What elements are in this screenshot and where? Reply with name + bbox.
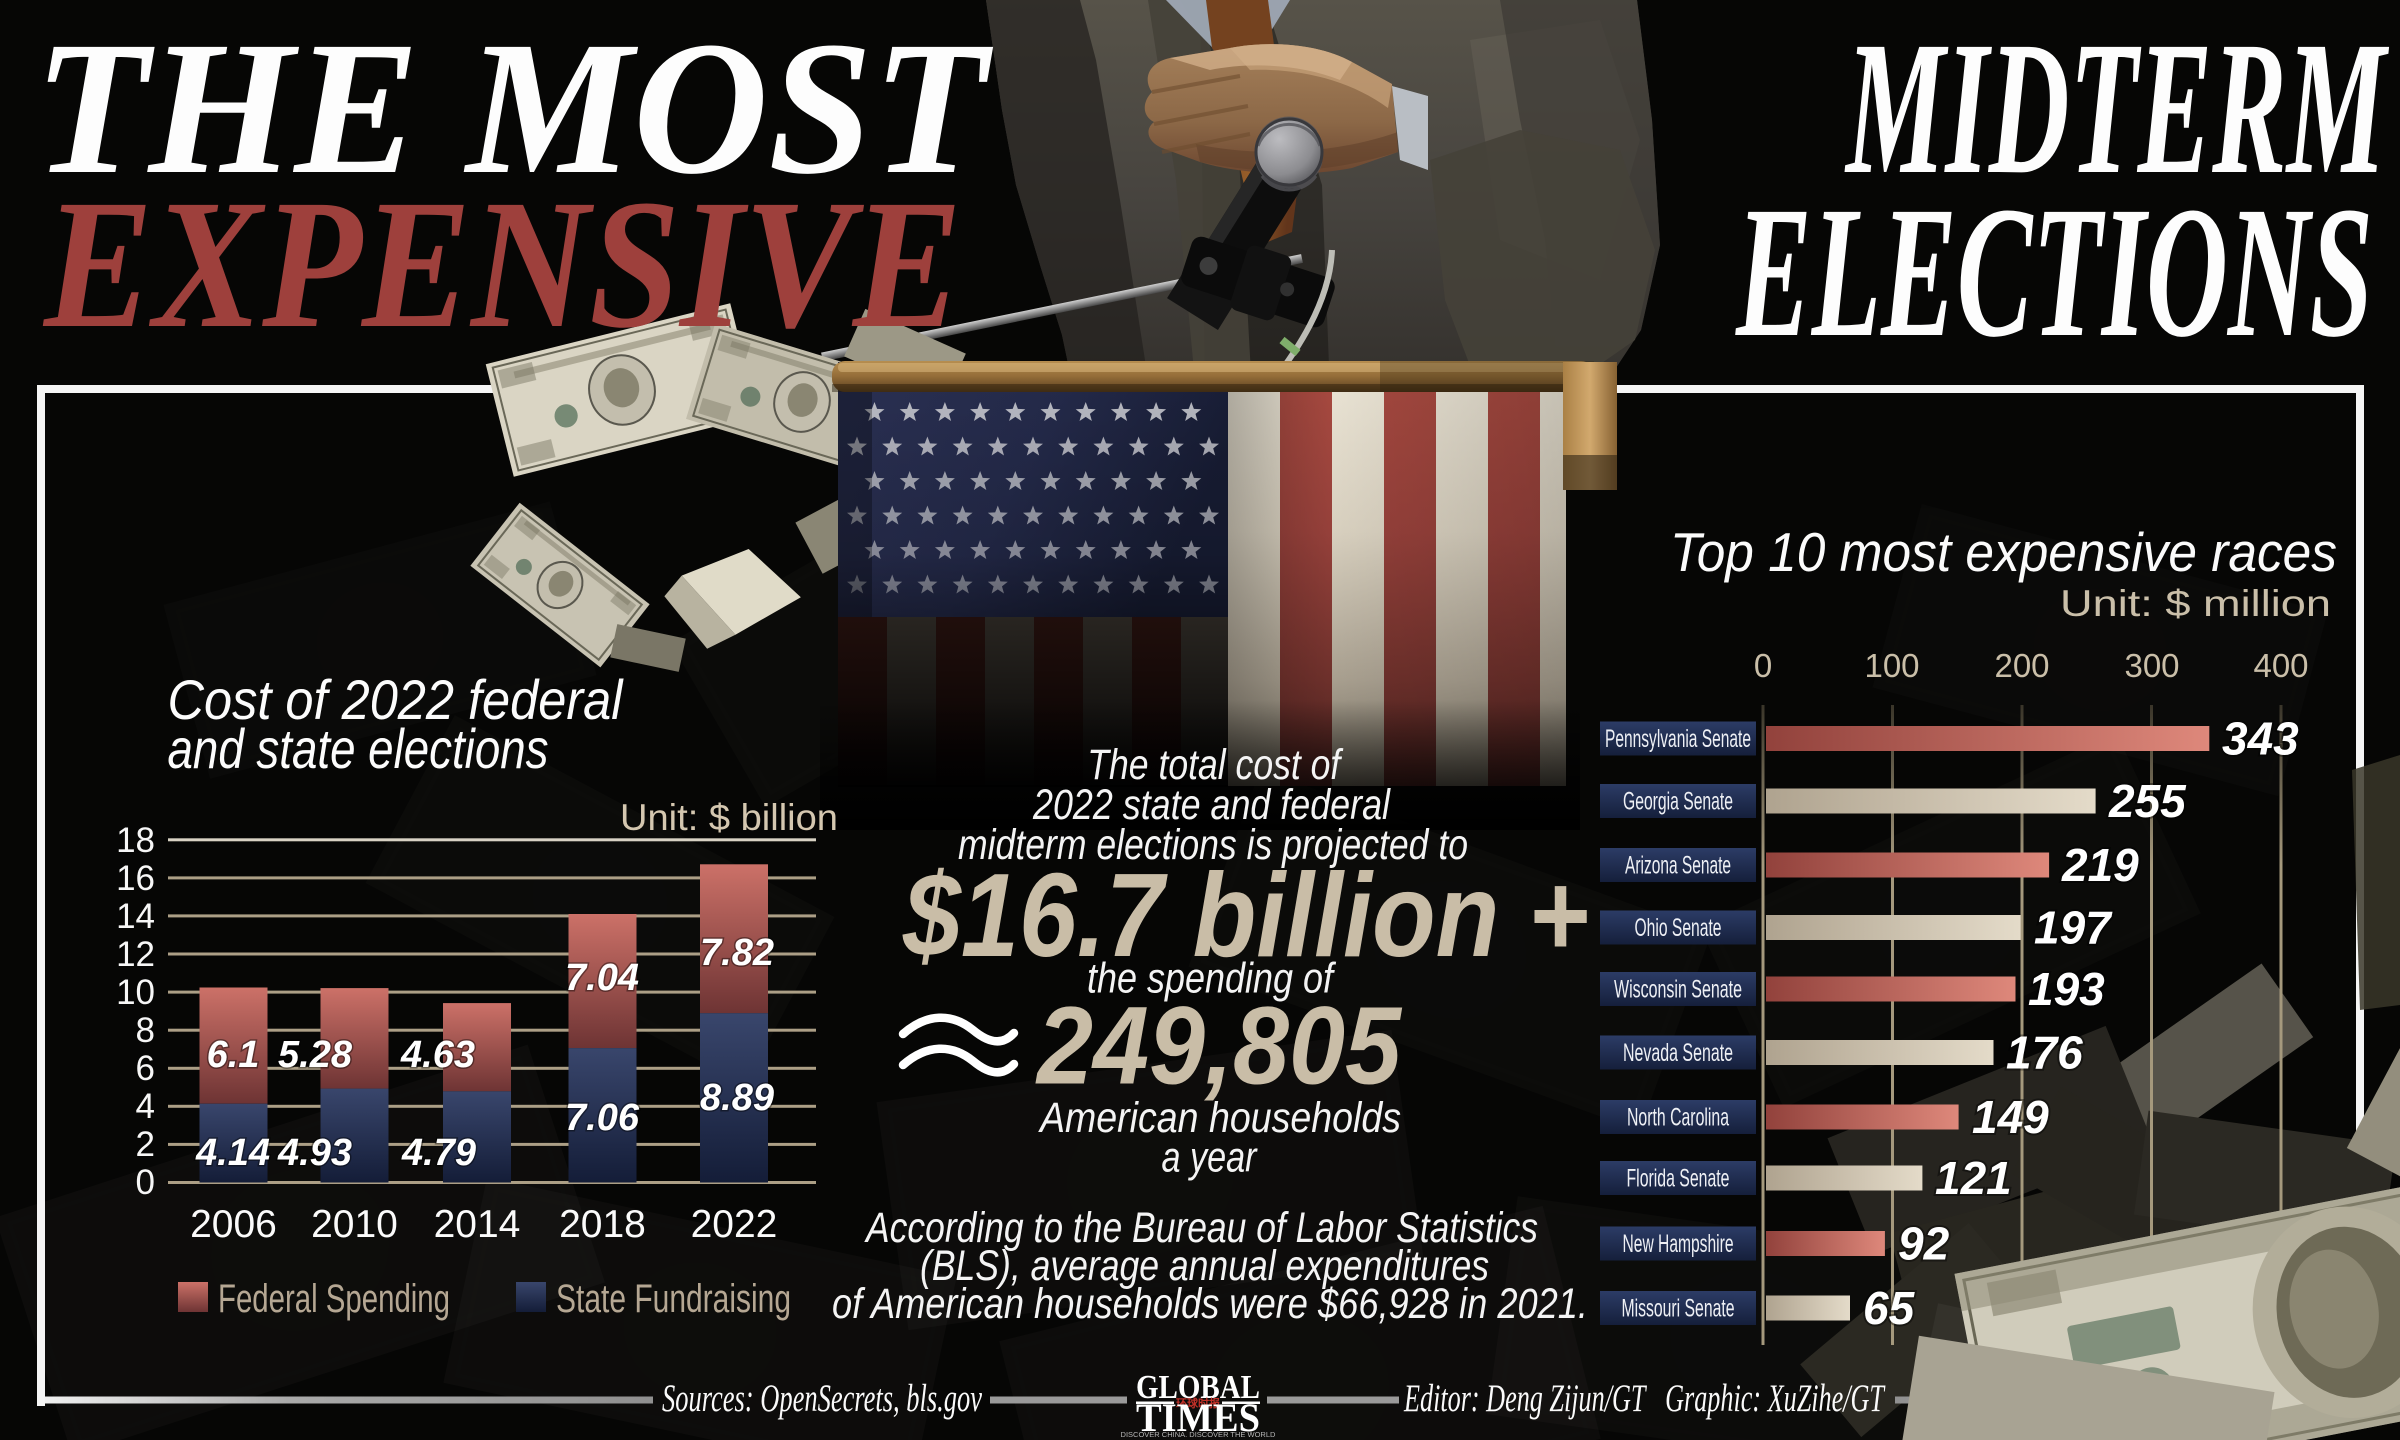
svg-text:18: 18: [116, 821, 155, 860]
svg-text:Cost of 2022 federal: Cost of 2022 federal: [168, 668, 624, 731]
svg-text:7.82: 7.82: [700, 932, 774, 974]
svg-text:14: 14: [116, 897, 155, 936]
svg-text:6.1: 6.1: [207, 1034, 260, 1076]
svg-text:Pennsylvania Senate: Pennsylvania Senate: [1605, 725, 1751, 753]
svg-text:Unit: $ billion: Unit: $ billion: [620, 797, 838, 838]
svg-text:300: 300: [2124, 647, 2179, 684]
svg-text:176: 176: [2006, 1027, 2083, 1079]
svg-text:8: 8: [136, 1011, 155, 1050]
svg-text:Arizona Senate: Arizona Senate: [1625, 852, 1731, 880]
svg-text:Top 10 most expensive races: Top 10 most expensive races: [1670, 521, 2337, 583]
svg-text:10: 10: [116, 973, 155, 1012]
svg-text:2006: 2006: [190, 1203, 277, 1246]
svg-text:65: 65: [1863, 1282, 1916, 1334]
svg-text:DISCOVER CHINA. DISCOVER THE W: DISCOVER CHINA. DISCOVER THE WORLD: [1121, 1430, 1276, 1439]
svg-text:0: 0: [1754, 647, 1772, 684]
svg-text:Florida Senate: Florida Senate: [1627, 1165, 1730, 1193]
svg-text:Editor: Deng Zijun/GT Graphi: Editor: Deng Zijun/GT Graphic: XuZihe/GT: [1403, 1377, 1885, 1420]
svg-text:4: 4: [136, 1087, 155, 1126]
svg-text:EXPENSIVE: EXPENSIVE: [42, 162, 962, 367]
svg-text:of American households were $6: of American households were $66,928 in 2…: [832, 1280, 1588, 1328]
svg-text:Ohio Senate: Ohio Senate: [1635, 914, 1722, 942]
svg-text:249,805: 249,805: [1035, 985, 1402, 1108]
svg-text:Nevada Senate: Nevada Senate: [1623, 1039, 1733, 1067]
svg-text:American households: American households: [1037, 1094, 1401, 1142]
svg-text:ELECTIONS: ELECTIONS: [1735, 167, 2373, 376]
svg-text:Federal Spending: Federal Spending: [218, 1277, 450, 1321]
svg-text:Georgia Senate: Georgia Senate: [1623, 788, 1733, 816]
svg-text:North Carolina: North Carolina: [1627, 1104, 1729, 1132]
svg-text:Sources: OpenSecrets, bls.gov: Sources: OpenSecrets, bls.gov: [662, 1377, 982, 1420]
svg-text:193: 193: [2028, 963, 2105, 1015]
svg-text:0: 0: [136, 1163, 155, 1202]
svg-text:State Fundraising: State Fundraising: [556, 1277, 791, 1321]
svg-text:MIDTERM: MIDTERM: [1844, 3, 2389, 214]
svg-text:2022 state and federal: 2022 state and federal: [1032, 781, 1391, 829]
svg-text:200: 200: [1994, 647, 2049, 684]
svg-text:New Hampshire: New Hampshire: [1623, 1230, 1734, 1258]
svg-text:Missouri Senate: Missouri Senate: [1622, 1295, 1735, 1323]
svg-text:2010: 2010: [311, 1203, 398, 1246]
svg-text:4.79: 4.79: [401, 1132, 476, 1174]
svg-text:2022: 2022: [691, 1203, 778, 1246]
svg-text:343: 343: [2222, 713, 2299, 765]
svg-text:16: 16: [116, 859, 155, 898]
svg-text:12: 12: [116, 935, 155, 974]
svg-text:2014: 2014: [434, 1203, 521, 1246]
svg-text:a year: a year: [1162, 1134, 1258, 1182]
svg-text:TIMES: TIMES: [1136, 1395, 1260, 1440]
svg-text:219: 219: [2061, 839, 2139, 891]
svg-text:and state elections: and state elections: [168, 717, 549, 780]
svg-text:GLOBAL: GLOBAL: [1136, 1369, 1260, 1406]
svg-text:Unit: $ million: Unit: $ million: [2060, 583, 2331, 624]
svg-text:8.89: 8.89: [700, 1077, 774, 1119]
svg-text:2: 2: [136, 1125, 155, 1164]
svg-text:149: 149: [1972, 1091, 2049, 1143]
svg-text:The total cost of: The total cost of: [1087, 741, 1343, 789]
svg-text:the spending of: the spending of: [1087, 955, 1336, 1003]
svg-text:(BLS), average annual expendit: (BLS), average annual expenditures: [920, 1242, 1489, 1290]
svg-text:4.14: 4.14: [195, 1132, 270, 1174]
svg-text:7.04: 7.04: [565, 957, 639, 999]
svg-text:4.63: 4.63: [400, 1034, 475, 1076]
svg-text:6: 6: [136, 1049, 155, 1088]
svg-text:121: 121: [1935, 1152, 2012, 1204]
svg-text:5.28: 5.28: [278, 1034, 353, 1076]
svg-text:According to the Bureau of Lab: According to the Bureau of Labor Statist…: [864, 1204, 1538, 1252]
svg-text:92: 92: [1898, 1218, 1950, 1270]
svg-text:100: 100: [1864, 647, 1919, 684]
svg-text:Wisconsin Senate: Wisconsin Senate: [1614, 976, 1742, 1004]
svg-text:4.93: 4.93: [277, 1132, 352, 1174]
svg-text:midterm elections is projected: midterm elections is projected to: [958, 821, 1468, 869]
svg-text:$16.7 billion +: $16.7 billion +: [902, 849, 1589, 982]
svg-text:197: 197: [2034, 902, 2113, 954]
svg-text:255: 255: [2108, 775, 2187, 827]
svg-text:环球时报: 环球时报: [1176, 1396, 1221, 1410]
svg-text:400: 400: [2253, 647, 2308, 684]
svg-text:2018: 2018: [559, 1203, 646, 1246]
svg-text:7.06: 7.06: [565, 1097, 640, 1139]
svg-text:THE MOST: THE MOST: [34, 3, 993, 214]
